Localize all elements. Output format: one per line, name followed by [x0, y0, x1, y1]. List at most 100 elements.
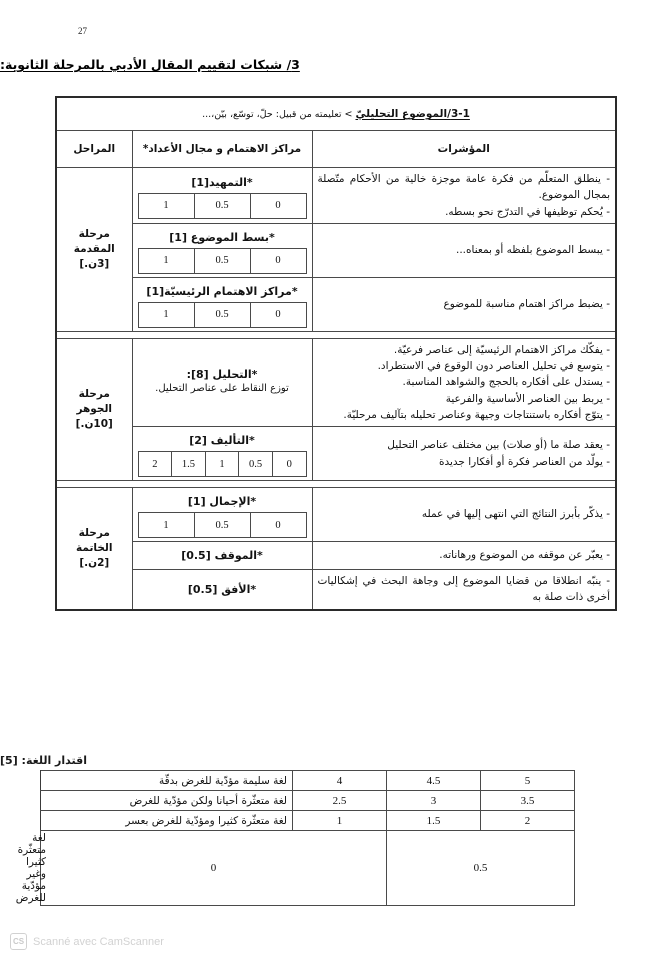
- criterion-cell: *الأفق [0.5]: [131, 569, 313, 611]
- indicator-item: - يفكّك مراكز الاهتمام الرئيسيّة إلى عنا…: [393, 343, 610, 356]
- section-separator: [55, 480, 617, 489]
- score-cell[interactable]: 0: [272, 451, 307, 478]
- indicators-cell: - يفكّك مراكز الاهتمام الرئيسيّة إلى عنا…: [311, 337, 617, 428]
- language-description-cell: لغة سليمة مؤدّية للغرض بدقّة: [40, 770, 293, 791]
- language-score-cell[interactable]: 3: [386, 790, 481, 811]
- criterion-title: *مراكز الاهتمام الرئيسيّة[1]: [146, 284, 298, 298]
- indicator-item: - يتوّج أفكاره باستنتاجات وجيهة وعناصر ت…: [343, 408, 610, 421]
- language-row: 0.5 0 لغة متعثّرة كثيرا وغير مؤدّية للغرض: [16, 830, 575, 906]
- indicator-item: - يعقد صلة ما (أو صلات) بين مختلف عناصر …: [387, 439, 610, 452]
- criterion-cell: *التمهيد[1] 0 0.5 1: [131, 167, 313, 224]
- language-grid-table: 5 4.5 4 لغة سليمة مؤدّية للغرض بدقّة 3.5 3 2.5…: [16, 770, 575, 906]
- criterion-row: - يعبّر عن موقفه من الموضوع ورهاناته. *ال…: [56, 541, 617, 571]
- criterion-cell: *الموقف [0.5]: [131, 541, 313, 571]
- subtitle-main: 3-1/الموضوع التحليليّ: [355, 108, 470, 120]
- column-header-stages: المراحل: [55, 130, 133, 168]
- score-scale: 0 0.5 1: [137, 301, 307, 328]
- score-cell[interactable]: 1: [204, 451, 240, 478]
- assessment-grid-wrapper: 3-1/الموضوع التحليليّ > تعليمته من قبيل:…: [55, 96, 617, 611]
- score-cell[interactable]: 1.5: [171, 451, 206, 478]
- language-score-cell[interactable]: 2: [480, 810, 575, 831]
- language-description-cell: لغة متعثّرة أحيانا ولكن مؤدّية للغرض: [40, 790, 293, 811]
- criterion-row: - يبسط الموضوع بلفظه أو بمعناه... *بسط ال…: [56, 222, 617, 278]
- score-cell[interactable]: 0.5: [193, 512, 251, 539]
- indicator-item: - يستدل على أفكاره بالحجج والشواهد المنا…: [402, 376, 611, 389]
- language-score-cell[interactable]: 2.5: [292, 790, 387, 811]
- criterion-title: *الإجمال [1]: [187, 495, 257, 509]
- stage-line: الخاتمة: [76, 541, 113, 554]
- stage-line: المقدمة: [73, 242, 115, 255]
- score-cell[interactable]: 0: [250, 247, 307, 274]
- language-score-cell[interactable]: 4.5: [386, 770, 481, 791]
- score-cell[interactable]: 1: [137, 247, 194, 274]
- score-cell[interactable]: 0: [250, 512, 307, 539]
- language-score-cell[interactable]: 0.5: [386, 830, 575, 906]
- page-title-text: 3/ شبكات لتقييم المقال الأدبي بالمرحلة ا…: [0, 57, 300, 72]
- score-cell[interactable]: 2: [137, 451, 172, 478]
- subtitle-note: > تعليمته من قبيل: حلّ، توسّع، بيّن،...: [202, 109, 356, 120]
- score-cell[interactable]: 0.5: [238, 451, 273, 478]
- grid-subtitle-cell: 3-1/الموضوع التحليليّ > تعليمته من قبيل:…: [55, 96, 617, 131]
- stage-cell: مرحلة الجوهر [10ن.]: [55, 337, 133, 482]
- score-cell[interactable]: 0: [250, 192, 307, 219]
- stage-line: مرحلة: [78, 387, 110, 400]
- indicators-cell: - ينطلق المتعلّم من فكرة عامة موجزة خالي…: [311, 167, 617, 224]
- score-cell[interactable]: 1: [137, 192, 194, 219]
- language-score-cell[interactable]: 1.5: [386, 810, 481, 831]
- stage-cell: مرحلة الخاتمة [2ن.]: [55, 487, 133, 611]
- score-cell[interactable]: 1: [137, 301, 194, 328]
- indicators-cell: - يبسط الموضوع بلفظه أو بمعناه...: [311, 222, 617, 278]
- language-score-cell[interactable]: 5: [480, 770, 575, 791]
- language-score-cell[interactable]: 4: [292, 770, 387, 791]
- criterion-title: *الموقف [0.5]: [181, 549, 263, 563]
- language-score-cell[interactable]: 3.5: [480, 790, 575, 811]
- stage-line: [2ن.]: [79, 557, 110, 569]
- criterion-cell: *التحليل [8]: توزع النقاط على عناصر التحل…: [131, 337, 313, 428]
- criterion-title: *التمهيد[1]: [191, 175, 253, 189]
- language-row: 2 1.5 1 لغة متعثّرة كثيرا ومؤدّية للغرض بعس…: [40, 810, 575, 831]
- criterion-cell: *بسط الموضوع [1] 0 0.5 1: [131, 222, 313, 278]
- grid-subtitle-row: 3-1/الموضوع التحليليّ > تعليمته من قبيل:…: [55, 96, 617, 131]
- language-description-cell: لغة متعثّرة كثيرا ومؤدّية للغرض بعسر: [40, 810, 293, 831]
- score-cell[interactable]: 0.5: [193, 247, 251, 274]
- score-cell[interactable]: 0.5: [193, 192, 251, 219]
- stage-line: الجوهر: [76, 402, 112, 415]
- language-section-title-text: اقتدار اللغة: [5]: [0, 754, 87, 767]
- score-scale: 0 0.5 1: [137, 247, 307, 274]
- indicator-item: - يولّد من العناصر فكرة أو أفكارا جديدة: [438, 455, 610, 468]
- column-header-focus: مراكز الاهتمام و مجال الأعداد*: [131, 130, 313, 168]
- indicator-item: - يذكّر بأبرز النتائج التي انتهى إليها ف…: [421, 508, 610, 521]
- page-number: 27: [78, 26, 87, 36]
- criterion-title: *التأليف [2]: [189, 434, 255, 448]
- indicator-item: - يتوسع في تحليل العناصر دون الوقوع في ا…: [377, 360, 610, 373]
- criterion-row: - يعقد صلة ما (أو صلات) بين مختلف عناصر …: [56, 426, 617, 482]
- indicators-cell: - ينبّه انطلاقا من قضايا الموضوع إلى وجا…: [311, 569, 617, 611]
- language-score-cell[interactable]: 1: [292, 810, 387, 831]
- criterion-note: توزع النقاط على عناصر التحليل.: [155, 383, 289, 395]
- indicator-item: - يُحكم توظيفها في التدرّج نحو بسطه.: [445, 205, 610, 218]
- indicator-item: - يبسط الموضوع بلفظه أو بمعناه...: [456, 244, 610, 257]
- criterion-row: - يضبط مراكز اهتمام مناسبة للموضوع *مراكز…: [56, 276, 617, 332]
- indicators-cell: - يضبط مراكز اهتمام مناسبة للموضوع: [311, 276, 617, 332]
- page-title: 3/ شبكات لتقييم المقال الأدبي بالمرحلة ا…: [0, 57, 619, 72]
- score-scale-row: 0 0.5 1: [137, 512, 307, 539]
- stage-line: مرحلة: [78, 227, 110, 240]
- grid-header-row: المؤشرات مراكز الاهتمام و مجال الأعداد* ال…: [55, 130, 617, 168]
- column-header-indicators: المؤشرات: [311, 130, 617, 168]
- score-cell[interactable]: 0: [250, 301, 307, 328]
- language-score-cell[interactable]: 0: [40, 830, 387, 906]
- language-row: 5 4.5 4 لغة سليمة مؤدّية للغرض بدقّة: [40, 770, 575, 791]
- indicator-item: - يربط بين العناصر الأساسية والفرعية: [445, 392, 610, 405]
- score-cell[interactable]: 0.5: [193, 301, 251, 328]
- criterion-row: - ينطلق المتعلّم من فكرة عامة موجزة خالي…: [55, 167, 617, 332]
- camscanner-label: Scanné avec CamScanner: [33, 935, 164, 948]
- criterion-cell: *التأليف [2] 0 0.5 1 1.5 2: [131, 426, 313, 482]
- criterion-row: - ينبّه انطلاقا من قضايا الموضوع إلى وجا…: [56, 569, 617, 611]
- stage-line: [10ن.]: [75, 418, 113, 431]
- score-cell[interactable]: 1: [137, 512, 194, 539]
- score-scale-row: 0 0.5 1 1.5 2: [137, 451, 307, 478]
- score-scale-row: 0 0.5 1: [137, 301, 307, 328]
- language-grid-wrapper: 5 4.5 4 لغة سليمة مؤدّية للغرض بدقّة 3.5 3 2.5…: [16, 770, 575, 906]
- score-scale: 0 0.5 1: [137, 512, 307, 539]
